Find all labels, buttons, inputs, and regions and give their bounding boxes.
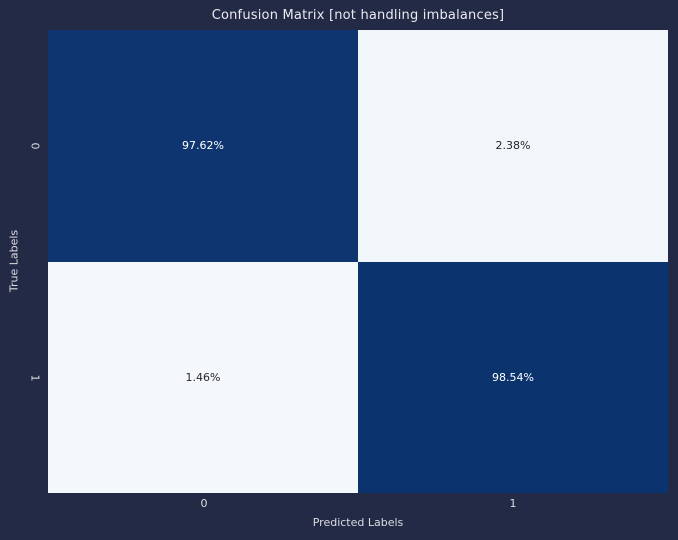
heatmap-cell-true0-pred0: 97.62%	[48, 30, 358, 262]
y-tick-0: 0	[28, 142, 42, 150]
confusion-matrix-heatmap: 97.62% 2.38% 1.46% 98.54%	[48, 30, 668, 493]
x-tick-0: 0	[200, 497, 208, 510]
x-axis-label: Predicted Labels	[312, 516, 404, 529]
heatmap-cell-true0-pred1: 2.38%	[358, 30, 668, 262]
y-tick-1: 1	[28, 374, 42, 382]
y-axis-label: True Labels	[7, 229, 21, 293]
x-tick-1: 1	[509, 497, 517, 510]
heatmap-cell-true1-pred0: 1.46%	[48, 261, 358, 493]
heatmap-cell-true1-pred1: 98.54%	[358, 261, 668, 493]
chart-title: Confusion Matrix [not handling imbalance…	[211, 8, 505, 23]
